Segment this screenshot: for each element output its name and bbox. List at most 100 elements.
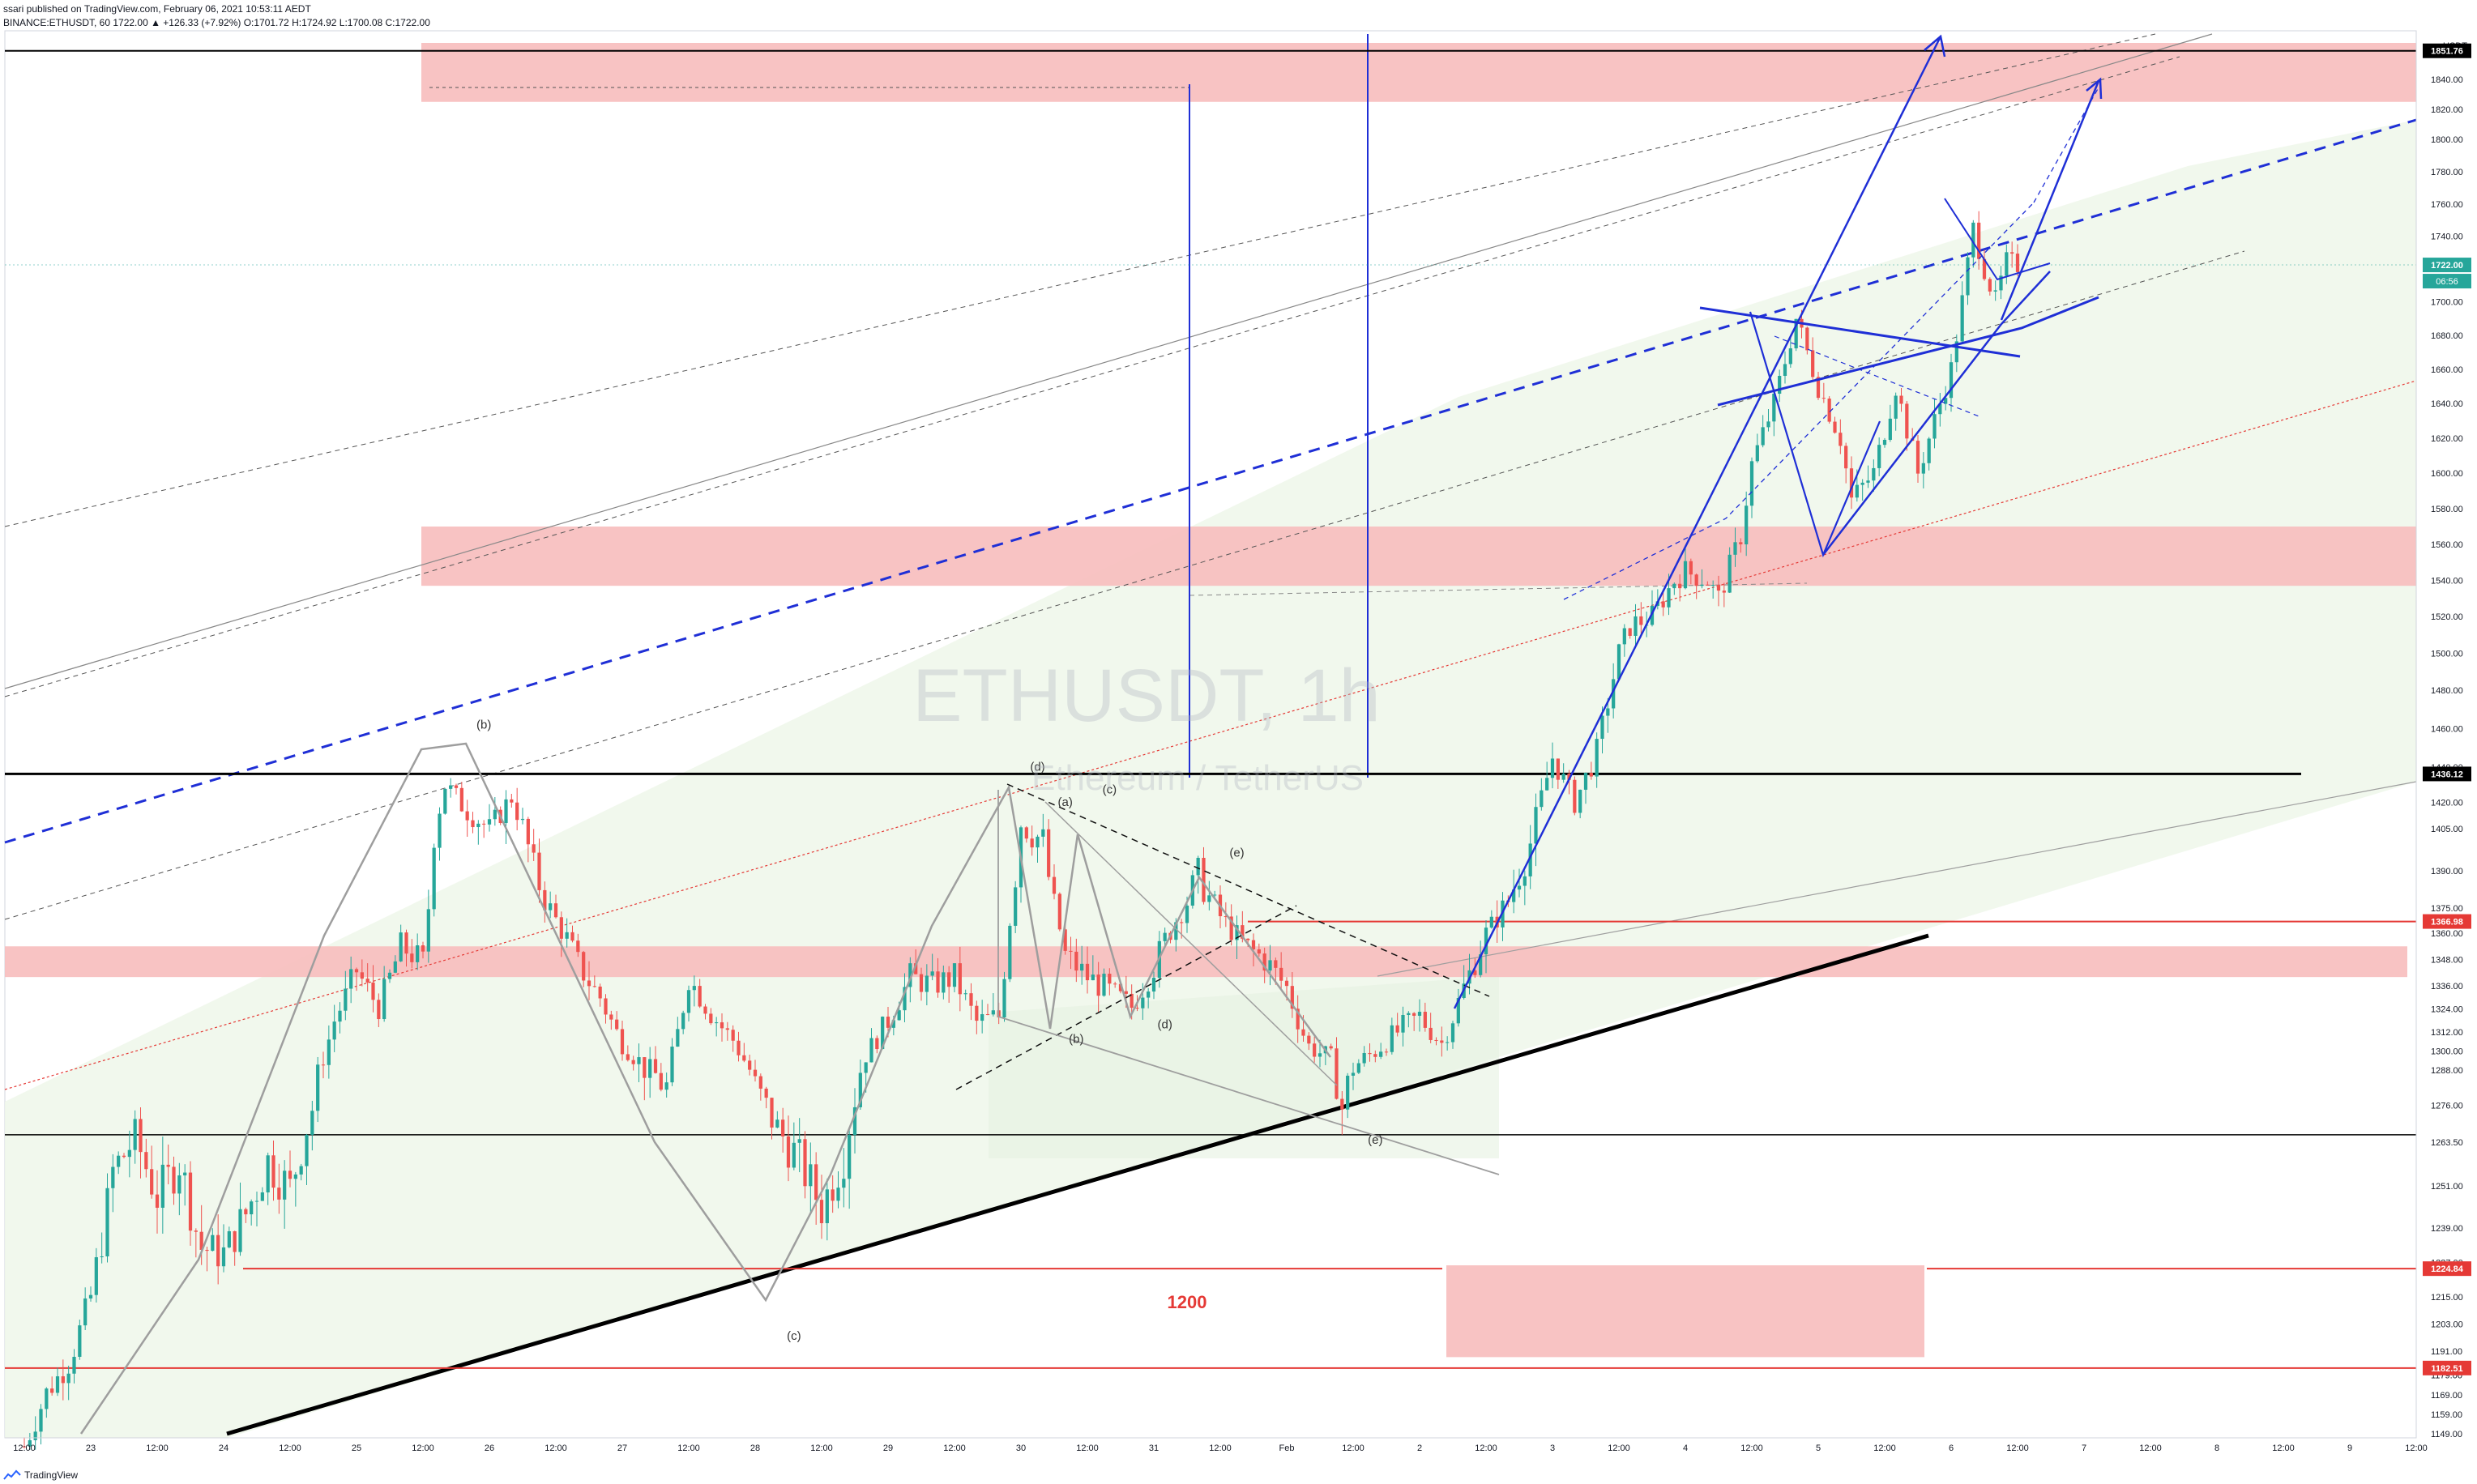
candle-body (1407, 1013, 1411, 1016)
candle-body (1772, 394, 1776, 422)
candle (354, 967, 359, 991)
candle (786, 1115, 791, 1182)
candle (1423, 1002, 1427, 1032)
candle-body (1368, 1052, 1372, 1055)
candle-body (764, 1088, 768, 1098)
candle-body (1628, 628, 1632, 636)
candle-body (1567, 774, 1571, 780)
candle (66, 1365, 70, 1401)
candle-body (1722, 591, 1726, 593)
price-tick-label: 1251.00 (2431, 1182, 2463, 1192)
candle (1036, 834, 1040, 863)
candle-body (1944, 398, 1948, 404)
drawing-lines-layer (4, 33, 2417, 1436)
candle-body (177, 1175, 182, 1194)
time-tick-label: 12:00 (2272, 1443, 2295, 1453)
candle (1672, 582, 1676, 595)
candle-body (1678, 583, 1682, 589)
price-tick-label: 1300.00 (2431, 1047, 2463, 1057)
candle-body (659, 1072, 663, 1090)
candle (1894, 392, 1898, 431)
candle (775, 1111, 779, 1128)
candle-body (1821, 398, 1826, 399)
time-tick-label: 12:00 (1873, 1443, 1896, 1453)
candle-body (1429, 1027, 1433, 1040)
price-tick-label: 1640.00 (2431, 399, 2463, 409)
candle (598, 983, 602, 1007)
price-tick-label: 1600.00 (2431, 469, 2463, 479)
candle-body (404, 932, 408, 954)
candle-body (587, 980, 591, 987)
candle (975, 1000, 979, 1034)
candle (1844, 442, 1848, 484)
candle-body (22, 1446, 27, 1448)
candle-body (686, 990, 691, 1013)
candle (670, 1038, 674, 1086)
candle-body (1118, 983, 1123, 991)
candle-body (349, 969, 353, 989)
price-tick-label: 1480.00 (2431, 686, 2463, 696)
candle (1030, 825, 1034, 856)
candle (1749, 457, 1754, 518)
candle (1583, 772, 1588, 804)
candle-body (1174, 922, 1178, 940)
candle-body (1401, 1015, 1405, 1033)
candle-body (55, 1376, 60, 1393)
candle-body (526, 818, 530, 845)
time-tick-label: 23 (86, 1443, 96, 1453)
candle-body (1147, 991, 1151, 998)
candle (1368, 1043, 1372, 1062)
triangle-lower-dashed (955, 905, 1297, 1090)
price-tick-label: 1560.00 (2431, 540, 2463, 550)
candle-body (133, 1119, 137, 1150)
candle-body (377, 1000, 381, 1020)
candle (22, 1437, 27, 1449)
candle (587, 961, 591, 1000)
candle-body (1960, 295, 1964, 342)
candle-body (199, 1231, 203, 1250)
candle-body (1915, 441, 1920, 474)
candle (1977, 211, 1981, 270)
footer[interactable]: TradingView (0, 1466, 246, 1484)
candle-body (869, 1038, 873, 1063)
candle-body (1971, 222, 1975, 258)
price-badge (2423, 766, 2471, 782)
candle (72, 1349, 76, 1384)
candle-body (1745, 505, 1749, 544)
candle-body (150, 1169, 154, 1195)
candle-body (1600, 715, 1604, 740)
candle-body (1711, 585, 1715, 586)
candle-body (471, 820, 475, 828)
candle (731, 1025, 735, 1052)
price-tick-label: 1312.00 (2431, 1028, 2463, 1038)
candle (1954, 334, 1958, 373)
price-badge (2423, 258, 2471, 273)
price-tick-label: 1336.00 (2431, 982, 2463, 991)
candle-body (1479, 954, 1483, 975)
candle (172, 1156, 176, 1205)
candle-body (914, 963, 918, 974)
candle-body (897, 1010, 901, 1021)
candle (985, 1004, 990, 1016)
candle (1805, 326, 1809, 355)
candle-body (122, 1155, 126, 1158)
candle (1550, 742, 1555, 789)
time-tick-label: 31 (1149, 1443, 1159, 1453)
candle-body (947, 972, 951, 987)
candle (1434, 1037, 1438, 1046)
candle (770, 1098, 774, 1140)
candle (1307, 1032, 1311, 1051)
candle (1456, 988, 1460, 1027)
candle-body (1905, 403, 1909, 439)
time-tick-label: 3 (1550, 1443, 1555, 1453)
price-tick-label: 1680.00 (2431, 331, 2463, 341)
candle (1589, 761, 1593, 780)
channel-dashed-upper (4, 33, 2156, 527)
wave-zigzag-main (79, 742, 1332, 1435)
candle-body (731, 1030, 735, 1041)
candle (737, 1031, 741, 1062)
candle (1788, 335, 1792, 368)
candle-body (1030, 838, 1034, 848)
candle (875, 1035, 879, 1054)
